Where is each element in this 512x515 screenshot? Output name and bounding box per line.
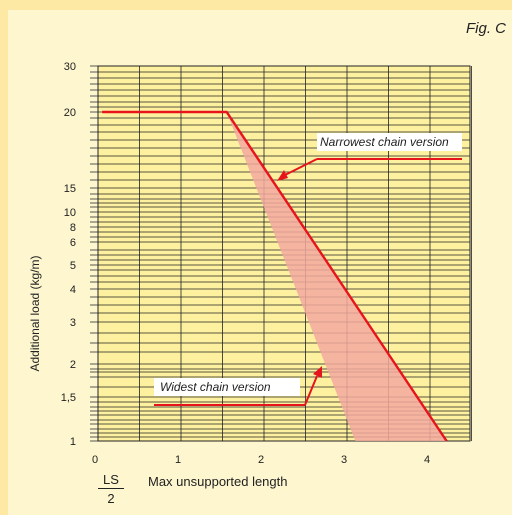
y-tick-label: 10 — [64, 207, 76, 219]
x-tick-label: 3 — [341, 454, 347, 466]
x-tick-label: 2 — [258, 454, 264, 466]
y-tick-label: 1 — [70, 436, 76, 448]
x-tick-label: 1 — [175, 454, 181, 466]
y-tick-label: 6 — [70, 237, 76, 249]
y-tick-label: 15 — [64, 183, 76, 195]
y-tick-label: 3 — [70, 317, 76, 329]
y-tick-label: 8 — [70, 222, 76, 234]
x-tick-label: 4 — [424, 454, 430, 466]
y-tick-label: 1,5 — [61, 392, 76, 404]
x-axis-fraction: LS 2 — [98, 472, 124, 506]
fraction-numerator: LS — [98, 472, 124, 489]
y-tick-label: 4 — [70, 284, 76, 296]
y-tick-label: 20 — [64, 107, 76, 119]
x-tick-label: 0 — [92, 454, 98, 466]
fraction-denominator: 2 — [98, 489, 124, 506]
y-tick-label: 30 — [64, 61, 76, 73]
callout-label-widest: Widest chain version — [160, 380, 271, 394]
y-tick-label: 5 — [70, 260, 76, 272]
x-axis-title: Max unsupported length — [148, 474, 287, 489]
y-tick-label: 2 — [70, 359, 76, 371]
callout-label-narrowest: Narrowest chain version — [320, 135, 449, 149]
y-axis-title: Additional load (kg/m) — [28, 255, 42, 371]
